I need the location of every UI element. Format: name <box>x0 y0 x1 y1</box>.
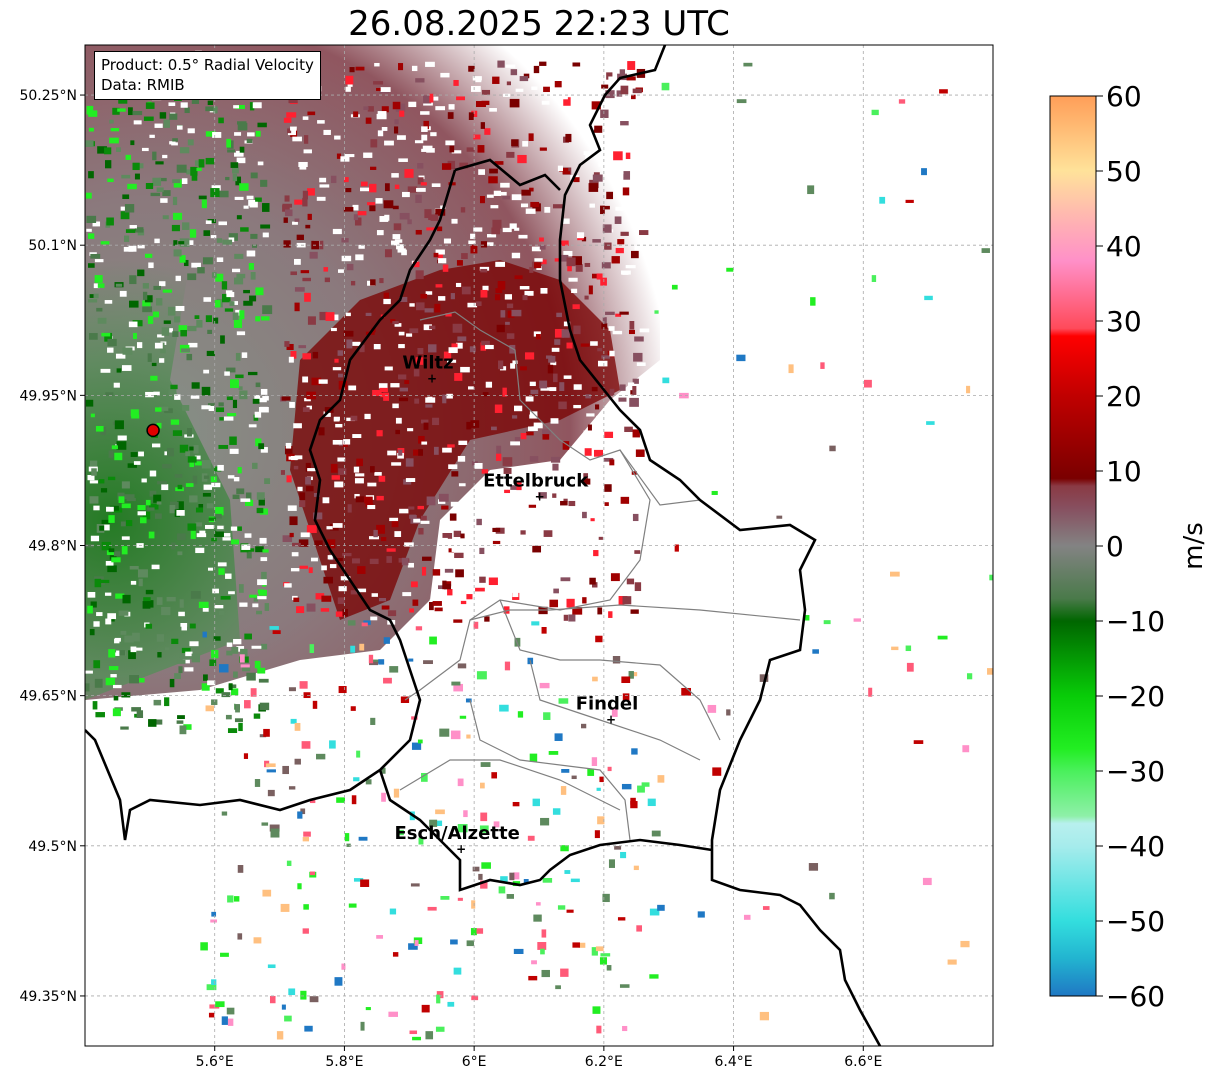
colorbar-tick-label: 60 <box>1106 80 1142 113</box>
y-tick-label: 49.35°N <box>19 989 77 1005</box>
colorbar-fill <box>1049 95 1097 997</box>
colorbar-tick-label: 20 <box>1106 380 1142 413</box>
inbound-velocity-region <box>85 70 240 700</box>
city-marker-icon: + <box>535 489 545 503</box>
colorbar-tick-label: −10 <box>1106 605 1165 638</box>
city-marker-icon: + <box>606 713 616 727</box>
colorbar-tick-label: 0 <box>1106 530 1124 563</box>
colorbar-tick-label: 30 <box>1106 305 1142 338</box>
y-tick-label: 49.5°N <box>28 839 77 855</box>
x-tick-label: 6°E <box>462 1054 487 1070</box>
y-tick-label: 50.1°N <box>28 238 77 254</box>
colorbar-tick-label: −20 <box>1106 680 1165 713</box>
y-tick-label: 49.8°N <box>28 539 77 555</box>
x-axis-ticks: 5.6°E 5.8°E 6°E 6.2°E 6.4°E 6.6°E <box>196 1046 882 1070</box>
x-tick-label: 5.8°E <box>325 1054 363 1070</box>
country-borders <box>85 45 882 1046</box>
colorbar-label: m/s <box>1179 522 1207 570</box>
map-title: 26.08.2025 22:23 UTC <box>348 4 730 44</box>
x-tick-label: 6.4°E <box>715 1054 753 1070</box>
x-tick-label: 6.6°E <box>844 1054 882 1070</box>
y-tick-label: 49.65°N <box>19 689 77 705</box>
outbound-velocity-region <box>290 260 620 620</box>
city-marker-icon: + <box>427 371 437 385</box>
colorbar-tick-label: −30 <box>1106 755 1165 788</box>
y-tick-label: 49.95°N <box>19 388 77 404</box>
radar-site-marker <box>146 423 160 438</box>
colorbar-tick-label: 50 <box>1106 155 1142 188</box>
data-source-label: Data: RMIB <box>101 76 185 94</box>
grid-lines <box>85 45 993 1046</box>
product-label: Product: 0.5° Radial Velocity <box>101 56 314 74</box>
x-tick-label: 6.2°E <box>585 1054 623 1070</box>
city-label: Ettelbruck <box>483 470 589 491</box>
city-label: Wiltz <box>402 352 453 373</box>
y-tick-label: 50.25°N <box>19 88 77 104</box>
colorbar-tick-label: −60 <box>1106 980 1165 1013</box>
colorbar-tick-label: −50 <box>1106 905 1165 938</box>
colorbar-tick-label: −40 <box>1106 830 1165 863</box>
city-markers: +Wiltz+Ettelbruck+Findel+Esch/Alzette <box>395 352 639 855</box>
city-marker-icon: + <box>456 842 466 856</box>
colorbar-tick-label: 40 <box>1106 230 1142 263</box>
x-tick-label: 5.6°E <box>196 1054 234 1070</box>
info-box: Product: 0.5° Radial Velocity Data: RMIB <box>94 51 321 100</box>
city-label: Esch/Alzette <box>395 823 520 844</box>
city-label: Findel <box>576 694 639 715</box>
y-axis-ticks: 49.35°N 49.5°N 49.65°N 49.8°N 49.95°N 50.1°N 5… <box>19 88 85 1005</box>
colorbar-ticks: 60 50 40 30 20 10 0 −10 −20 −30 −40 −50 −60 <box>1096 80 1165 1013</box>
colorbar-tick-label: 10 <box>1106 455 1142 488</box>
